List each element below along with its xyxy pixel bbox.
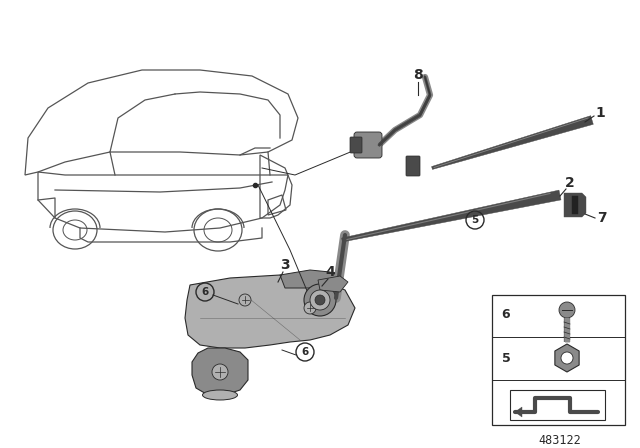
Polygon shape bbox=[280, 270, 345, 292]
Text: 7: 7 bbox=[597, 211, 607, 225]
FancyBboxPatch shape bbox=[350, 137, 362, 153]
Polygon shape bbox=[318, 276, 348, 292]
Text: 1: 1 bbox=[595, 106, 605, 120]
Text: 6: 6 bbox=[502, 309, 510, 322]
Polygon shape bbox=[515, 407, 522, 417]
Polygon shape bbox=[431, 116, 593, 169]
Circle shape bbox=[561, 352, 573, 364]
Text: 3: 3 bbox=[280, 258, 290, 272]
Circle shape bbox=[304, 284, 336, 316]
Text: 483122: 483122 bbox=[539, 434, 581, 447]
Text: 6: 6 bbox=[202, 287, 209, 297]
Polygon shape bbox=[572, 196, 578, 214]
Polygon shape bbox=[555, 344, 579, 372]
Polygon shape bbox=[192, 348, 248, 395]
Text: 5: 5 bbox=[472, 215, 479, 225]
Polygon shape bbox=[342, 190, 561, 242]
Text: 4: 4 bbox=[325, 265, 335, 279]
Ellipse shape bbox=[202, 390, 237, 400]
Circle shape bbox=[559, 302, 575, 318]
FancyBboxPatch shape bbox=[354, 132, 382, 158]
Circle shape bbox=[304, 302, 316, 314]
Circle shape bbox=[310, 290, 330, 310]
FancyBboxPatch shape bbox=[406, 156, 420, 176]
Polygon shape bbox=[564, 193, 586, 217]
Bar bbox=[510, 390, 605, 420]
Bar bbox=[492, 295, 625, 425]
Polygon shape bbox=[185, 275, 355, 348]
Text: 2: 2 bbox=[565, 176, 575, 190]
Circle shape bbox=[315, 295, 325, 305]
Text: 5: 5 bbox=[502, 352, 510, 365]
Circle shape bbox=[239, 294, 251, 306]
Text: 8: 8 bbox=[413, 68, 423, 82]
Text: 6: 6 bbox=[301, 347, 308, 357]
Circle shape bbox=[212, 364, 228, 380]
